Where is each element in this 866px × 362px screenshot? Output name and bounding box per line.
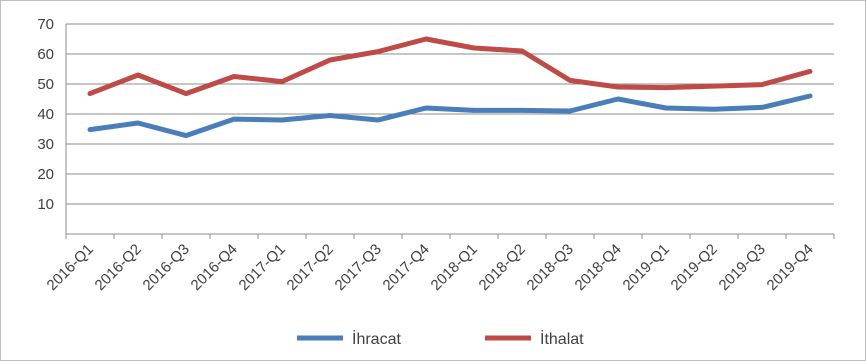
data-point-1-2019-Q4 bbox=[808, 94, 812, 98]
y-tick-label-70: 70 bbox=[37, 16, 54, 33]
x-tick-label-2017-Q2: 2017-Q2 bbox=[284, 241, 337, 294]
x-tick-label-2016-Q2: 2016-Q2 bbox=[92, 241, 145, 294]
legend-label-1: İhracat bbox=[352, 329, 401, 348]
x-tick-label-2019-Q4: 2019-Q4 bbox=[764, 241, 817, 294]
data-point-1-2019-Q3 bbox=[760, 105, 764, 109]
data-point-1-2016-Q1 bbox=[88, 128, 92, 132]
legend-label-2: İthalat bbox=[540, 329, 584, 348]
data-point-2-2017-Q1 bbox=[280, 80, 284, 84]
data-point-2-2019-Q2 bbox=[712, 84, 716, 88]
x-tick-label-2016-Q1: 2016-Q1 bbox=[44, 241, 97, 294]
x-tick-label-2019-Q3: 2019-Q3 bbox=[716, 241, 769, 294]
x-tick-label-2017-Q1: 2017-Q1 bbox=[236, 241, 289, 294]
x-tick-label-2016-Q3: 2016-Q3 bbox=[140, 241, 193, 294]
data-point-1-2016-Q3 bbox=[184, 134, 188, 138]
data-point-1-2019-Q1 bbox=[664, 106, 668, 110]
x-tick-label-2018-Q2: 2018-Q2 bbox=[476, 241, 529, 294]
data-point-2-2017-Q3 bbox=[376, 50, 380, 54]
series-line-2 bbox=[87, 36, 813, 97]
data-point-1-2018-Q3 bbox=[568, 109, 572, 113]
x-tick-label-2017-Q3: 2017-Q3 bbox=[332, 241, 385, 294]
data-point-1-2018-Q2 bbox=[520, 108, 524, 112]
y-tick-label-30: 30 bbox=[37, 136, 54, 153]
x-axis-ticks: 2016-Q12016-Q22016-Q32016-Q42017-Q12017-… bbox=[44, 241, 817, 294]
y-tick-label-20: 20 bbox=[37, 166, 54, 183]
data-point-2-2016-Q2 bbox=[136, 73, 140, 77]
series-line-1 bbox=[87, 93, 813, 139]
y-axis-ticks: 10 20 30 40 50 60 70 bbox=[37, 16, 54, 213]
data-point-2-2019-Q4 bbox=[808, 69, 812, 73]
data-point-2-2016-Q3 bbox=[184, 92, 188, 96]
data-point-2-2019-Q3 bbox=[760, 83, 764, 87]
x-tick-label-2019-Q1: 2019-Q1 bbox=[620, 241, 673, 294]
data-point-1-2017-Q4 bbox=[424, 106, 428, 110]
y-tick-label-40: 40 bbox=[37, 106, 54, 123]
gridlines bbox=[66, 23, 834, 205]
x-tick-label-2018-Q4: 2018-Q4 bbox=[572, 241, 625, 294]
data-point-1-2018-Q1 bbox=[472, 108, 476, 112]
data-point-2-2018-Q1 bbox=[472, 46, 476, 50]
data-point-2-2017-Q4 bbox=[424, 37, 428, 41]
data-point-1-2016-Q4 bbox=[232, 117, 236, 121]
data-point-2-2018-Q2 bbox=[520, 49, 524, 53]
data-point-2-2016-Q1 bbox=[88, 92, 92, 96]
data-point-1-2017-Q2 bbox=[328, 114, 332, 117]
data-point-1-2017-Q3 bbox=[376, 118, 380, 122]
x-tick-label-2018-Q3: 2018-Q3 bbox=[524, 241, 577, 294]
data-point-2-2017-Q2 bbox=[328, 58, 332, 62]
x-tick-label-2017-Q4: 2017-Q4 bbox=[380, 241, 433, 294]
legend: İhracat İthalat bbox=[297, 329, 584, 348]
data-point-2-2018-Q4 bbox=[616, 85, 620, 89]
y-tick-label-60: 60 bbox=[37, 46, 54, 63]
series-lines bbox=[87, 36, 813, 139]
y-tick-label-50: 50 bbox=[37, 76, 54, 93]
data-point-2-2018-Q3 bbox=[568, 78, 572, 82]
axes bbox=[65, 24, 835, 239]
data-point-2-2019-Q1 bbox=[664, 86, 668, 90]
data-point-1-2018-Q4 bbox=[616, 97, 620, 101]
x-tick-label-2018-Q1: 2018-Q1 bbox=[428, 241, 481, 294]
y-tick-label-10: 10 bbox=[37, 196, 54, 213]
x-tick-label-2019-Q2: 2019-Q2 bbox=[668, 241, 721, 294]
data-point-1-2016-Q2 bbox=[136, 121, 140, 125]
data-point-1-2017-Q1 bbox=[280, 118, 284, 122]
data-point-1-2019-Q2 bbox=[712, 107, 716, 111]
x-tick-label-2016-Q4: 2016-Q4 bbox=[188, 241, 241, 294]
data-point-2-2016-Q4 bbox=[232, 75, 236, 78]
